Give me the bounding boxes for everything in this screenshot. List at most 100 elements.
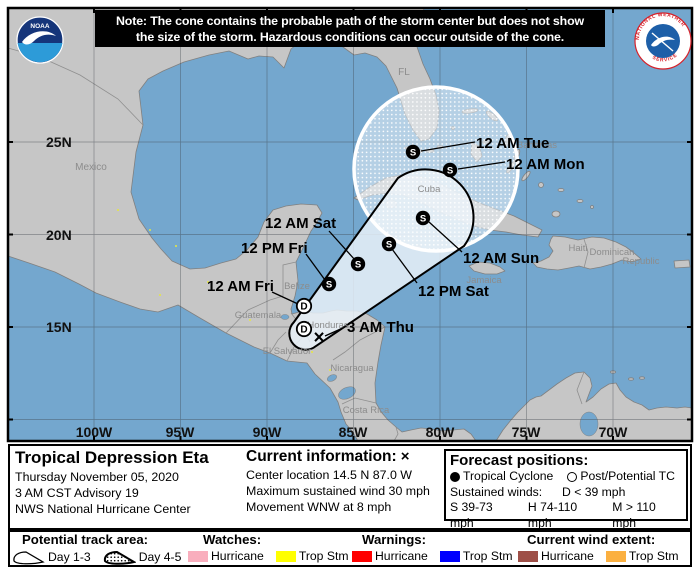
hurricane-extent-label: Hurricane — [541, 549, 594, 563]
place-bahamas: Bahamas — [517, 140, 557, 151]
tropical-cyclone-label: Tropical Cyclone — [463, 469, 554, 483]
nws-logo-icon: NATIONAL WEATHER SERVICE — [634, 12, 692, 70]
noaa-logo-icon: NOAA — [16, 16, 64, 64]
marker-d-12am-fri: D — [295, 297, 313, 315]
place-haiti: Haiti — [568, 243, 587, 254]
svg-text:S: S — [420, 214, 426, 225]
storm-advisory: 3 AM CST Advisory 19 — [15, 485, 139, 500]
storm-info-block: Tropical Depression Eta Thursday Novembe… — [15, 448, 209, 517]
lakes — [280, 314, 599, 437]
wind-scale-s: S 39-73 mph — [450, 500, 493, 530]
label-12am-fri: 12 AM Fri — [207, 278, 274, 295]
wind-scale-d: D < 39 mph — [562, 484, 626, 499]
svg-text:S: S — [326, 280, 332, 291]
storm-title: Tropical Depression Eta — [15, 448, 209, 467]
place-republic: Republic — [623, 256, 660, 267]
jamaica — [468, 261, 506, 275]
ts-warning-label: Trop Stm — [462, 549, 513, 563]
place-costa-rica: Costa Rica — [343, 405, 390, 416]
place-fl: FL — [398, 67, 410, 78]
ts-warning-swatch — [439, 550, 460, 562]
map-canvas: Mexico FL Cuba Bahamas Haiti Dominican R… — [6, 6, 694, 443]
day13-cone-icon — [13, 551, 45, 565]
forecast-positions-title: Forecast positions: — [450, 452, 589, 469]
marker-s-12am-sun: S — [415, 210, 431, 226]
current-info-block: Current information: × Center location 14… — [246, 448, 430, 515]
legend-watches: Watches: Hurricane Trop Stm — [188, 532, 349, 563]
svg-text:25N: 25N — [46, 134, 72, 150]
day13-label: Day 1-3 — [48, 550, 91, 564]
place-dominican: Dominican — [590, 247, 635, 258]
watches-title: Watches: — [203, 532, 262, 547]
place-mexico: Mexico — [75, 162, 107, 173]
hurricane-warning-label: Hurricane — [375, 549, 428, 563]
label-12am-sat: 12 AM Sat — [265, 215, 336, 232]
label-12am-tue: 12 AM Tue — [476, 135, 549, 152]
svg-text:S: S — [410, 148, 416, 159]
note-line2: the size of the storm. Hazardous conditi… — [135, 30, 565, 44]
marker-s-12pm-fri: S — [321, 276, 337, 292]
hurricane-warning-swatch — [352, 550, 372, 562]
south-america — [495, 371, 693, 442]
puerto-rico — [673, 259, 691, 269]
current-position-symbol: × — [400, 448, 410, 465]
current-movement: Movement WNW at 8 mph — [246, 499, 392, 514]
note-banner: Note: The cone contains the probable pat… — [95, 10, 605, 47]
track-time-labels: 3 AM Thu 12 AM Fri 12 PM Fri 12 AM Sat 1… — [207, 135, 585, 336]
marker-s-12am-sat: S — [350, 256, 366, 272]
place-nicaragua: Nicaragua — [330, 363, 374, 374]
svg-text:90W: 90W — [253, 424, 283, 440]
tropical-cyclone-dot-icon — [450, 471, 460, 482]
cone-day45 — [352, 85, 520, 253]
hurricane-watch-swatch — [188, 550, 208, 562]
svg-text:80W: 80W — [426, 424, 456, 440]
legend-track-area: Potential track area: Day 1-3 Day 4-5 — [12, 532, 181, 565]
wind-extent-title: Current wind extent: — [527, 532, 656, 547]
label-12am-mon: 12 AM Mon — [506, 156, 585, 173]
svg-text:95W: 95W — [166, 424, 196, 440]
longitude-labels: 100W 95W 90W 85W 80W 75W 70W — [76, 424, 628, 440]
place-el-salvador: El Salvador — [263, 346, 312, 357]
label-12pm-sat: 12 PM Sat — [418, 283, 489, 300]
post-potential-label: Post/Potential TC — [580, 469, 675, 483]
svg-text:NOAA: NOAA — [30, 23, 49, 30]
place-labels: Mexico FL Cuba Bahamas Haiti Dominican R… — [75, 67, 660, 416]
svg-text:D: D — [300, 302, 307, 313]
track-markers: D D S S S S S S × — [295, 144, 458, 349]
hispaniola — [532, 235, 642, 271]
ts-extent-swatch — [605, 550, 626, 562]
svg-text:S: S — [355, 260, 361, 271]
day45-label: Day 4-5 — [138, 550, 182, 564]
legend-wind-extent: Current wind extent: Hurricane Trop Stm — [518, 532, 679, 563]
info-panel: Tropical Depression Eta Thursday Novembe… — [8, 444, 692, 530]
label-12pm-fri: 12 PM Fri — [241, 240, 308, 257]
legend-warnings: Warnings: Hurricane Trop Stm — [352, 532, 513, 563]
marker-d-unlabeled: D — [295, 320, 313, 338]
storm-agency: NWS National Hurricane Center — [15, 501, 191, 516]
svg-text:75W: 75W — [512, 424, 542, 440]
ts-watch-label: Trop Stm — [298, 549, 349, 563]
svg-text:70W: 70W — [599, 424, 629, 440]
marker-s-12am-mon: S — [442, 162, 458, 178]
ts-watch-swatch — [275, 550, 296, 562]
label-12am-sun: 12 AM Sun — [463, 250, 539, 267]
svg-text:15N: 15N — [46, 319, 72, 335]
warnings-title: Warnings: — [362, 532, 426, 547]
svg-text:SERVICE: SERVICE — [651, 52, 679, 63]
city-dots — [117, 209, 331, 371]
cone-day13-outline — [288, 168, 475, 351]
place-cuba: Cuba — [418, 184, 441, 195]
place-jamaica: Jamaica — [466, 275, 502, 286]
storm-date: Thursday November 05, 2020 — [15, 470, 179, 484]
current-center-location: Center location 14.5 N 87.0 W — [246, 468, 412, 482]
hurricane-extent-swatch — [518, 550, 538, 562]
ts-extent-label: Trop Stm — [628, 549, 679, 563]
sustained-winds-label: Sustained winds: — [450, 484, 543, 499]
svg-text:S: S — [386, 240, 392, 251]
hurricane-watch-label: Hurricane — [211, 549, 264, 563]
svg-text:D: D — [300, 325, 307, 336]
legend-panel: Potential track area: Day 1-3 Day 4-5 Wa… — [8, 530, 692, 567]
svg-text:S: S — [447, 166, 453, 177]
current-info-title-text: Current information: — [246, 448, 397, 465]
